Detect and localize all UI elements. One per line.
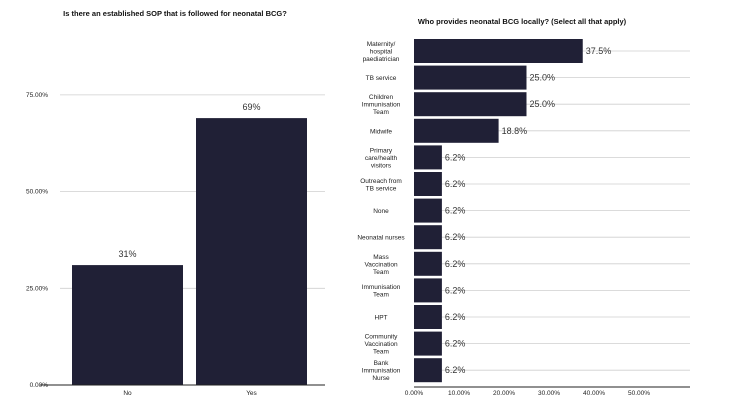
category-label: Bank Immunisation Nurse bbox=[362, 360, 401, 382]
data-label: 6.2% bbox=[445, 152, 466, 162]
category-label: Community Vaccination Team bbox=[364, 334, 398, 356]
data-label: 31% bbox=[118, 249, 136, 259]
bar-yes bbox=[196, 118, 307, 385]
x-tick-label: Yes bbox=[246, 390, 257, 397]
x-tick-label: 20.00% bbox=[493, 390, 515, 397]
data-label: 6.2% bbox=[445, 285, 466, 295]
bar bbox=[414, 92, 527, 117]
data-label: 6.2% bbox=[445, 206, 466, 216]
data-label: 6.2% bbox=[445, 232, 466, 242]
bar bbox=[414, 251, 442, 276]
x-tick-label: 50.00% bbox=[628, 390, 650, 397]
bar bbox=[414, 198, 442, 223]
chart-title-sop: Is there an established SOP that is foll… bbox=[63, 9, 287, 18]
data-label: 6.2% bbox=[445, 365, 466, 375]
data-label: 6.2% bbox=[445, 312, 466, 322]
bar bbox=[414, 278, 442, 303]
category-label: Maternity/hospital paediatrician bbox=[363, 41, 400, 63]
y-tick-label: 50.00% bbox=[26, 189, 48, 196]
chart-title-providers: Who provides neonatal BCG locally? (Sele… bbox=[418, 17, 627, 26]
y-tick-label: 25.00% bbox=[26, 285, 48, 292]
data-label: 6.2% bbox=[445, 339, 466, 349]
data-label: 18.8% bbox=[502, 126, 528, 136]
bar bbox=[414, 145, 442, 170]
bar bbox=[414, 358, 442, 383]
x-tick-label: 30.00% bbox=[538, 390, 560, 397]
data-label: 69% bbox=[242, 102, 260, 112]
category-label: TB service bbox=[366, 75, 397, 82]
bar bbox=[414, 305, 442, 329]
data-label: 6.2% bbox=[445, 179, 466, 189]
y-tick-label: 0.00% bbox=[30, 382, 49, 389]
category-label: Outreach from TB service bbox=[360, 178, 402, 193]
category-label: Children Immunisation Team bbox=[362, 94, 401, 116]
category-label: Mass Vaccination Team bbox=[364, 254, 398, 276]
bar bbox=[414, 65, 527, 90]
category-label: Midwife bbox=[370, 128, 392, 135]
category-label: Neonatal nurses bbox=[357, 235, 405, 242]
x-tick-label: No bbox=[123, 390, 132, 397]
category-label: Primary care/health visitors bbox=[365, 147, 398, 169]
bar bbox=[414, 172, 442, 196]
bar bbox=[414, 225, 442, 250]
data-label: 25.0% bbox=[530, 73, 556, 83]
bar bbox=[414, 331, 442, 356]
data-label: 37.5% bbox=[586, 46, 612, 56]
category-label: None bbox=[373, 208, 389, 215]
x-tick-label: 40.00% bbox=[583, 390, 605, 397]
bar bbox=[414, 118, 499, 143]
x-tick-label: 10.00% bbox=[448, 390, 470, 397]
category-label: HPT bbox=[375, 315, 388, 322]
x-tick-label: 0.00% bbox=[405, 390, 424, 397]
category-label: Immunisation Team bbox=[362, 284, 401, 299]
data-label: 25.0% bbox=[530, 99, 556, 109]
y-tick-label: 75.00% bbox=[26, 92, 48, 99]
bar bbox=[414, 39, 583, 63]
data-label: 6.2% bbox=[445, 259, 466, 269]
bar-no bbox=[72, 265, 183, 385]
